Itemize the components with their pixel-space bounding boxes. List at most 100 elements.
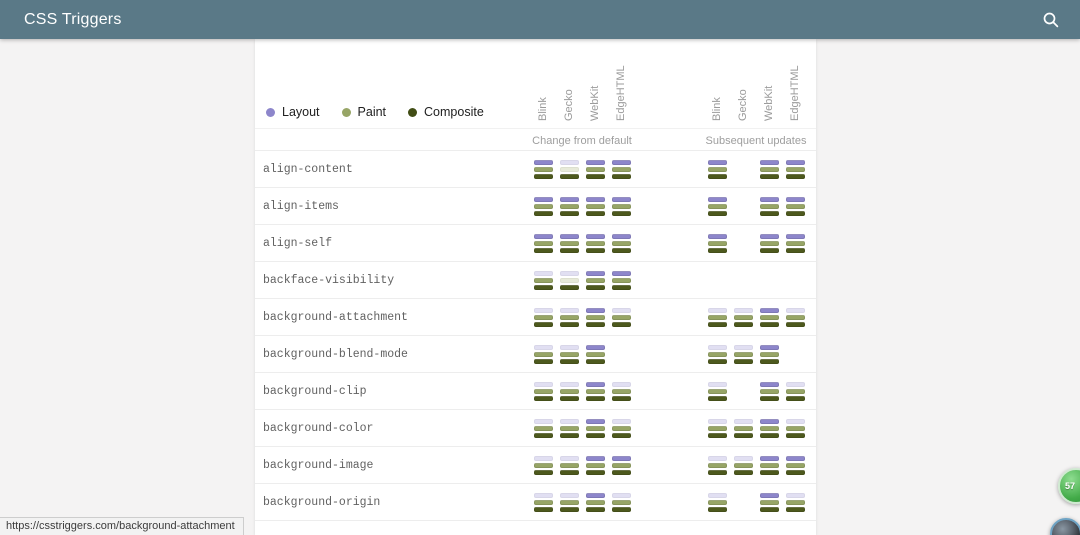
avatar-widget[interactable] [1050,518,1080,535]
trigger-indicator-webkit-change [585,271,605,290]
trigger-indicator-gecko-subsequent [733,456,753,475]
trigger-indicator-edgehtml-change [611,271,631,290]
paint-bar [611,426,631,431]
trigger-indicator-gecko-change [559,271,579,290]
layout-bar [533,160,553,165]
trigger-indicator-edgehtml-subsequent [785,493,805,512]
property-link[interactable]: background-color [263,422,374,435]
trigger-indicator-blink-change [533,382,553,401]
composite-bar [559,396,579,401]
paint-bar [533,352,553,357]
paint-bar [785,167,805,172]
layout-bar [759,197,779,202]
trigger-indicator-gecko-subsequent [733,345,753,364]
notification-badge-widget[interactable]: 57 [1058,468,1080,504]
browser-header-webkit-change: WebKit [589,85,601,121]
trigger-indicator-webkit-change [585,456,605,475]
property-link[interactable]: align-content [263,163,353,176]
paint-bar [707,167,727,172]
paint-bar [559,352,579,357]
composite-bar [707,211,727,216]
layout-bar [611,271,631,276]
layout-bar [785,419,805,424]
paint-bar [785,426,805,431]
property-link[interactable]: background-clip [263,385,367,398]
layout-bar [707,456,727,461]
paint-bar [559,241,579,246]
property-link[interactable]: background-origin [263,496,381,509]
group-label-subsequent-updates: Subsequent updates [705,134,807,147]
layout-bar [611,308,631,313]
paint-bar [733,315,753,320]
layout-bar [707,308,727,313]
trigger-indicator-edgehtml-change [611,234,631,253]
layout-bar [533,197,553,202]
table-row: align-self [255,225,816,262]
layout-bar [533,234,553,239]
paint-bar [759,463,779,468]
trigger-indicator-gecko-subsequent [733,308,753,327]
composite-bar [759,211,779,216]
trigger-indicator-blink-subsequent [707,456,727,475]
composite-bar [585,359,605,364]
paint-bar [585,167,605,172]
composite-bar [533,359,553,364]
paint-bar [759,389,779,394]
trigger-indicator-webkit-change [585,197,605,216]
trigger-indicator-webkit-change [585,419,605,438]
composite-bar [733,322,753,327]
property-link[interactable]: background-attachment [263,311,408,324]
composite-bar [533,285,553,290]
composite-bar [585,433,605,438]
layout-dot-icon [266,107,275,117]
composite-bar [585,322,605,327]
trigger-indicator-webkit-change [585,234,605,253]
search-icon [1043,12,1059,28]
table-row: align-content [255,151,816,188]
property-link[interactable]: backface-visibility [263,274,395,287]
trigger-indicator-gecko-change [559,493,579,512]
property-link[interactable]: align-self [263,237,333,250]
layout-bar [785,493,805,498]
property-link[interactable]: background-blend-mode [263,348,408,361]
layout-bar [559,456,579,461]
paint-bar [585,204,605,209]
triggers-table: align-content align-items align-self backfa… [255,151,816,521]
status-url: https://csstriggers.com/background-attac… [6,520,235,532]
trigger-indicator-blink-change [533,419,553,438]
legend-label: Composite [424,105,484,119]
trigger-indicator-webkit-subsequent [759,382,779,401]
layout-bar [533,271,553,276]
composite-bar [611,285,631,290]
paint-bar [559,426,579,431]
paint-bar [707,500,727,505]
layout-bar [733,419,753,424]
browser-header-gecko-change: Gecko [563,89,575,121]
paint-bar [559,278,579,283]
trigger-indicator-webkit-change [585,382,605,401]
paint-bar [533,426,553,431]
browser-header-webkit-subsequent: WebKit [763,85,775,121]
paint-bar [707,352,727,357]
table-subheader: Change from default Subsequent updates [255,128,816,151]
table-row: background-attachment [255,299,816,336]
property-link[interactable]: background-image [263,459,374,472]
layout-bar [585,197,605,202]
layout-bar [533,419,553,424]
paint-bar [559,463,579,468]
layout-bar [585,308,605,313]
layout-bar [611,197,631,202]
trigger-indicator-blink-subsequent [707,160,727,179]
trigger-indicator-webkit-subsequent [759,345,779,364]
search-button[interactable] [1038,7,1064,33]
property-link[interactable]: align-items [263,200,339,213]
layout-bar [759,308,779,313]
layout-bar [759,345,779,350]
trigger-indicator-webkit-subsequent [759,456,779,475]
paint-bar [585,500,605,505]
table-row: backface-visibility [255,262,816,299]
layout-bar [559,271,579,276]
layout-bar [533,345,553,350]
trigger-indicator-edgehtml-change [611,308,631,327]
layout-bar [533,308,553,313]
